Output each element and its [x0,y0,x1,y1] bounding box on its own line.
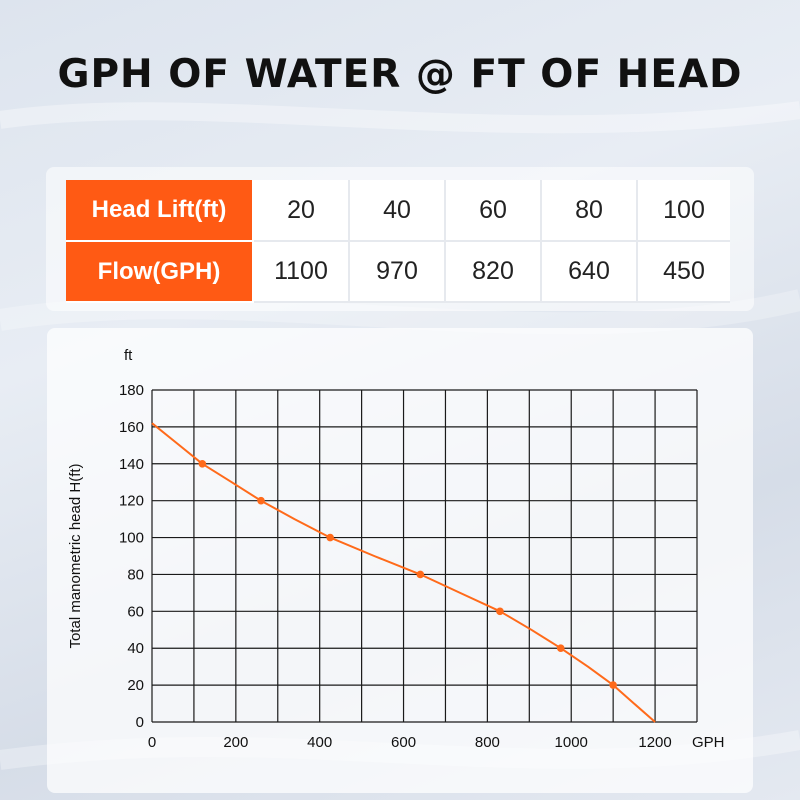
y-tick-label: 80 [127,566,144,583]
table-cell: 450 [637,241,730,303]
table-row: Head Lift(ft) 20 40 60 80 100 [66,180,730,242]
x-tick-label: 200 [223,734,248,751]
x-tick-label: 400 [307,734,332,751]
chart-series [151,422,656,723]
page-title: GPH OF WATER @ FT OF HEAD [57,52,743,97]
chart-grid [151,389,698,723]
y-tick-label: 180 [119,382,144,399]
data-point [556,644,565,653]
table-cell: 60 [445,180,542,242]
data-point [326,533,334,542]
table-cell: 80 [541,180,638,242]
x-tick-label: 800 [475,734,500,751]
y-tick-label: 120 [119,493,144,510]
data-point [609,681,617,689]
head-lift-label: Head Lift(ft) [66,180,254,242]
chart-ticks: 0 20 40 60 80 100 120 140 160 180 0 200 400 600 800 100… [119,382,672,751]
table-cell: 640 [541,241,638,303]
table-row: Flow(GPH) 1100 970 820 640 450 [66,241,730,303]
flow-label: Flow(GPH) [66,241,254,303]
table-cell: 100 [637,180,730,242]
table-cell: 970 [349,241,446,303]
table-cell: 40 [349,180,446,242]
x-tick-label: 1000 [555,734,588,751]
table-cell: 20 [253,180,350,242]
data-point [496,607,504,616]
x-tick-label: 1200 [638,734,671,751]
y-tick-label: 60 [127,603,144,620]
spec-table: Head Lift(ft) 20 40 60 80 100 Flow(GPH) … [66,180,730,303]
table-cell: 820 [445,241,542,303]
x-axis-label: GPH [692,734,725,751]
x-tick-label: 0 [148,734,156,751]
y-tick-label: 20 [127,677,144,694]
table-cell: 1100 [253,241,350,303]
y-tick-label: 160 [119,419,144,436]
y-tick-label: 40 [127,640,144,657]
data-point [257,496,265,505]
y-unit-label: ft [124,347,133,364]
chart-panel [47,328,753,793]
data-point [198,459,207,468]
x-tick-label: 600 [391,734,416,751]
y-tick-label: 100 [119,530,144,547]
y-axis-label: Total manometric head H(ft) [67,463,84,648]
data-point [416,570,425,579]
y-tick-label: 140 [119,456,144,473]
y-tick-label: 0 [136,714,144,731]
